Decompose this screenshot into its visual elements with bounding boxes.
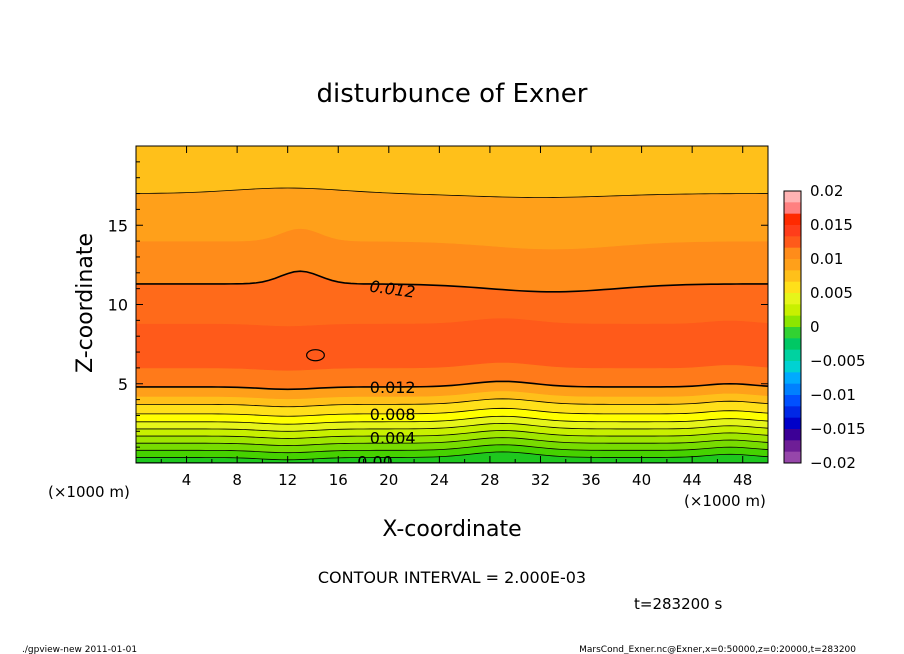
colorbar-swatch-7 — [784, 270, 801, 283]
closed-contour — [306, 349, 325, 362]
y-axis-label: Z-coordinate — [73, 233, 98, 373]
contour-interval-text: CONTOUR INTERVAL = 2.000E-03 — [318, 568, 586, 587]
contour-band-11 — [136, 317, 768, 371]
contour-line-6 — [136, 415, 768, 425]
colorbar-swatch-10 — [784, 304, 801, 317]
contour-line-11 — [136, 187, 768, 198]
contour-label-text-3: 0.004 — [370, 429, 416, 448]
x-tick-label-5: 24 — [430, 471, 449, 489]
contour-band-14 — [136, 187, 768, 250]
y-tick-label-1: 10 — [108, 296, 128, 315]
x-tick-label-7: 32 — [531, 471, 550, 489]
contour-line-8 — [136, 398, 768, 408]
colorbar-swatch-2 — [784, 213, 801, 226]
colorbar-swatch-16 — [784, 372, 801, 385]
x-tick-label-2: 12 — [278, 471, 297, 489]
contour-line-1 — [136, 451, 768, 461]
x-tick-label-9: 40 — [632, 471, 651, 489]
contour-line-7 — [136, 407, 768, 417]
x-unit-left: (×1000 m) — [48, 483, 130, 501]
contour-line-10 — [136, 270, 768, 293]
colorbar-swatch-6 — [784, 259, 801, 271]
contour-label-2: 0.008 — [370, 405, 416, 424]
colorbar-swatch-19 — [784, 406, 801, 419]
time-label: t=283200 s — [634, 595, 722, 613]
colorbar-swatch-18 — [784, 395, 801, 407]
contour-band-15 — [136, 146, 768, 198]
colorbar-swatch-11 — [784, 315, 801, 328]
colorbar-swatch-15 — [784, 361, 801, 373]
contour-label-1: 0.012 — [370, 378, 416, 397]
contour-line-9 — [136, 380, 768, 391]
x-tick-label-0: 4 — [182, 471, 192, 489]
contour-line-5 — [136, 422, 768, 432]
colorbar-swatch-23 — [784, 451, 801, 464]
colorbar-swatch-13 — [784, 338, 801, 351]
contour-label-text-2: 0.008 — [370, 405, 416, 424]
colorbar-tick-label-1: 0.015 — [810, 216, 853, 234]
colorbar-swatch-17 — [784, 383, 801, 396]
x-axis-ticks: 4 8 12 16 20 24 28 32 36 40 44 48 — [160, 146, 752, 489]
colorbar-swatch-8 — [784, 281, 801, 294]
footer-right: MarsCond_Exner.nc@Exner,x=0:50000,z=0:20… — [579, 645, 856, 654]
colorbar-swatch-0 — [784, 191, 801, 203]
colorbar-swatch-14 — [784, 349, 801, 362]
colorbar-tick-labels: 0.02 0.015 0.01 0.005 0 −0.005 −0.01 −0.015 −0.0… — [810, 182, 866, 472]
y-axis-ticks: 5 10 15 — [108, 161, 768, 448]
contour-label-4: 0.00 — [357, 452, 393, 471]
colorbar-tick-label-2: 0.01 — [810, 250, 843, 268]
contour-label-3: 0.004 — [370, 429, 416, 448]
colorbar-swatch-1 — [784, 202, 801, 215]
y-tick-label-2: 15 — [108, 216, 128, 235]
x-tick-label-10: 44 — [683, 471, 702, 489]
colorbar-swatch-5 — [784, 247, 801, 260]
colorbar-swatch-9 — [784, 293, 801, 305]
colorbar-tick-label-8: −0.02 — [810, 454, 856, 472]
contour-label-text-4: 0.00 — [357, 452, 393, 471]
colorbar-swatch-21 — [784, 429, 801, 441]
y-tick-label-0: 5 — [118, 375, 128, 394]
colorbar-tick-label-0: 0.02 — [810, 182, 843, 200]
colorbar — [783, 190, 802, 464]
contour-lines — [136, 187, 768, 463]
contour-label-text-1: 0.012 — [370, 378, 416, 397]
x-tick-label-4: 20 — [379, 471, 398, 489]
colorbar-swatch-12 — [784, 327, 801, 339]
contour-fill-bands — [136, 146, 768, 463]
chart-title: disturbunce of Exner — [317, 79, 588, 109]
colorbar-swatch-4 — [784, 236, 801, 249]
colorbar-frame — [783, 190, 802, 464]
x-tick-label-6: 28 — [480, 471, 499, 489]
x-tick-label-11: 48 — [733, 471, 752, 489]
x-tick-label-3: 16 — [329, 471, 348, 489]
x-tick-label-1: 8 — [232, 471, 242, 489]
x-unit-right: (×1000 m) — [684, 492, 766, 510]
x-axis-label: X-coordinate — [382, 517, 521, 542]
contour-line-2 — [136, 444, 768, 454]
colorbar-tick-label-7: −0.015 — [810, 420, 866, 438]
colorbar-tick-label-3: 0.005 — [810, 284, 853, 302]
colorbar-swatch-22 — [784, 440, 801, 453]
colorbar-tick-label-6: −0.01 — [810, 386, 856, 404]
contour-line-4 — [136, 430, 768, 439]
colorbar-tick-label-5: −0.005 — [810, 352, 866, 370]
x-tick-label-8: 36 — [581, 471, 600, 489]
contour-line-3 — [136, 437, 768, 446]
footer-left: ./gpview-new 2011-01-01 — [22, 645, 137, 654]
colorbar-swatch-20 — [784, 417, 801, 430]
colorbar-swatch-3 — [784, 225, 801, 237]
colorbar-tick-label-4: 0 — [810, 318, 820, 336]
